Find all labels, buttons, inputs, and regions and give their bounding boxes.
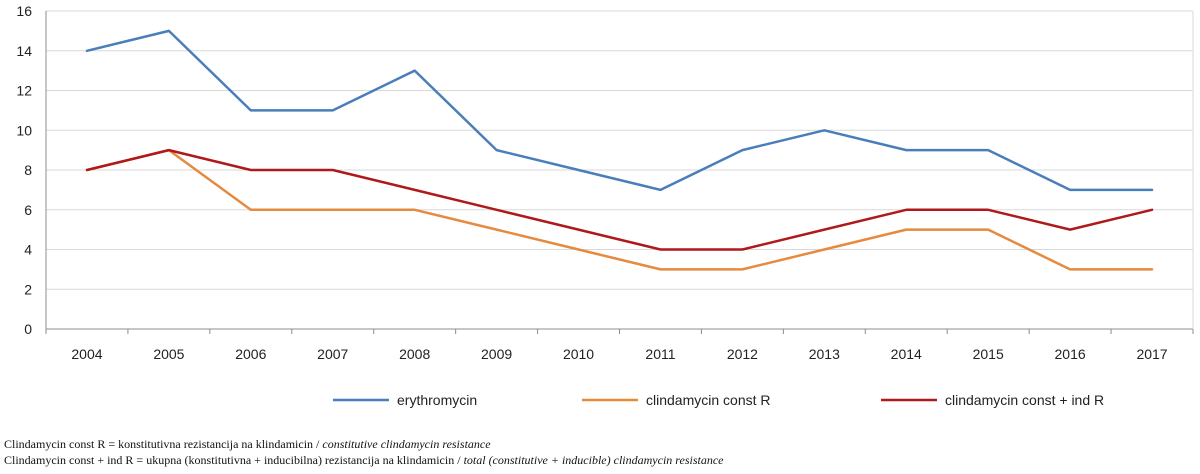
x-tick-label: 2009: [481, 346, 512, 362]
footnote-text: Clindamycin const R = konstitutivna rezi…: [4, 437, 323, 451]
series-line-2: [85, 148, 1154, 251]
x-tick-label: 2004: [71, 346, 102, 362]
footnote-const-ind-r: Clindamycin const + ind R = ukupna (kons…: [4, 452, 1194, 468]
series-line-1: [85, 148, 1154, 271]
x-tick-label: 2017: [1136, 346, 1167, 362]
y-tick-label: 10: [16, 122, 32, 138]
footnote-text: Clindamycin const + ind R = ukupna (kons…: [4, 453, 464, 467]
footnote-translation: total (constitutive + inducible) clindam…: [463, 453, 724, 467]
x-tick-label: 2013: [809, 346, 840, 362]
series-lines: [85, 29, 1154, 271]
y-tick-label: 6: [24, 202, 32, 218]
y-tick-label: 2: [24, 281, 32, 297]
footnote-translation: constitutive clindamycin resistance: [322, 437, 491, 451]
gridlines: [46, 10, 1193, 290]
legend: erythromycin clindamycin const R clindamyc…: [333, 392, 1104, 408]
x-tick-label: 2010: [563, 346, 594, 362]
y-tick-label: 16: [16, 3, 32, 19]
y-tick-label: 4: [24, 242, 32, 258]
series-line-0: [85, 29, 1154, 192]
y-tick-label: 8: [24, 162, 32, 178]
legend-label: erythromycin: [397, 392, 477, 408]
line-chart: 0 2 4 6 8 10 12 14 16 2004 2005 2006 2007 2008 2009 201…: [16, 3, 1194, 408]
y-tick-label: 12: [16, 83, 32, 99]
footnote-const-r: Clindamycin const R = konstitutivna rezi…: [4, 436, 1194, 452]
footnotes: Clindamycin const R = konstitutivna rezi…: [4, 436, 1194, 468]
x-tick-label: 2016: [1055, 346, 1086, 362]
x-tick-label: 2008: [399, 346, 430, 362]
x-tick-label: 2006: [235, 346, 266, 362]
legend-label: clindamycin const R: [646, 392, 771, 408]
x-tick-label: 2014: [891, 346, 922, 362]
x-tick-label: 2015: [973, 346, 1004, 362]
x-tick-label: 2012: [727, 346, 758, 362]
y-tick-label: 14: [16, 43, 32, 59]
x-tick-label: 2005: [153, 346, 184, 362]
x-tick-label: 2007: [317, 346, 348, 362]
legend-label: clindamycin const + ind R: [945, 392, 1104, 408]
y-tick-label: 0: [24, 321, 32, 337]
x-tick-label: 2011: [645, 346, 675, 362]
axes: 0 2 4 6 8 10 12 14 16 2004 2005 2006 2007 2008 2009 201…: [16, 3, 1194, 362]
